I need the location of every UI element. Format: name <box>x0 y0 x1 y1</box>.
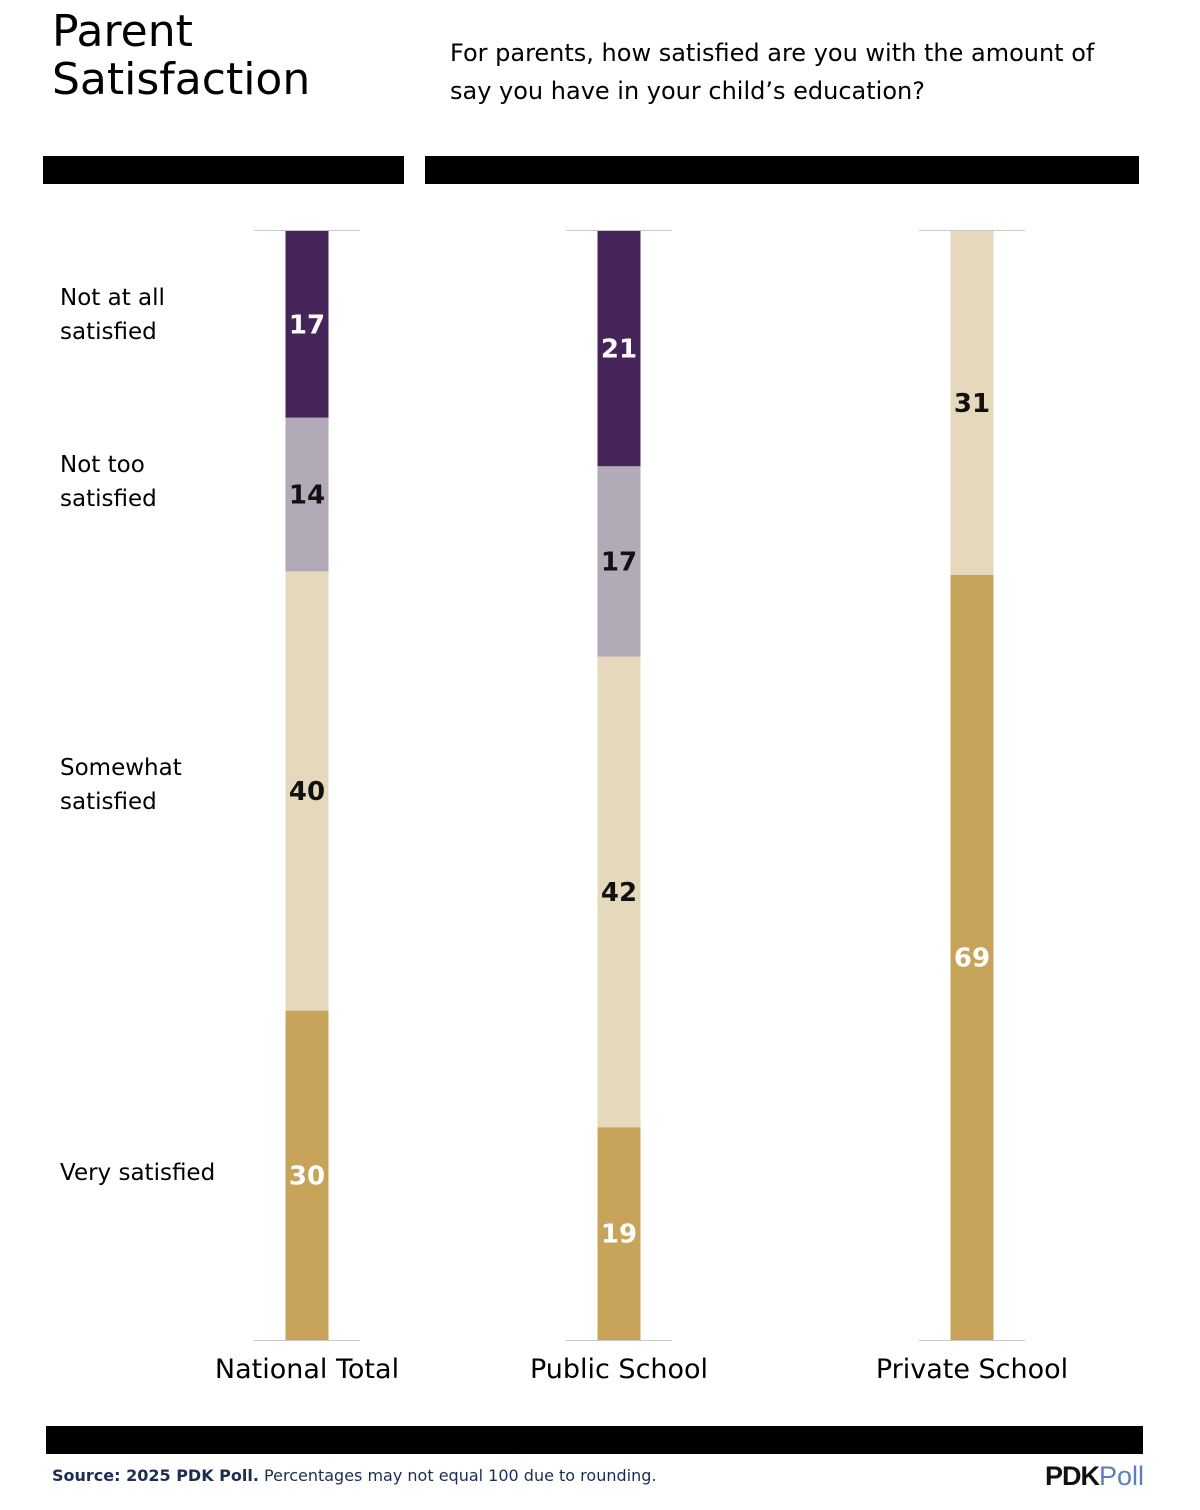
source-label: Source: 2025 PDK Poll. <box>52 1466 259 1485</box>
footer-rule <box>46 1426 1143 1454</box>
data-label-national-total-not-too-satisfied: 14 <box>289 481 325 511</box>
bar-segment-public-school-not-too-satisfied <box>597 466 641 657</box>
data-label-public-school-not-at-all-satisfied: 21 <box>601 335 637 365</box>
logo-poll-text: Poll <box>1098 1461 1144 1491</box>
pdk-poll-logo: PDKPoll <box>1045 1460 1144 1492</box>
legend-label-not-too-satisfied: Not too satisfied <box>60 452 157 512</box>
bar-segment-national-total-not-at-all-satisfied <box>285 231 329 418</box>
chart-title: Parent Satisfaction <box>52 6 311 105</box>
bar-segment-private-school-somewhat-satisfied <box>950 231 994 575</box>
source-note-text: Percentages may not equal 100 due to rou… <box>258 1466 657 1485</box>
data-label-private-school-somewhat-satisfied: 31 <box>954 389 990 419</box>
bar-segment-national-total-very-satisfied <box>285 1010 329 1340</box>
data-label-public-school-very-satisfied: 19 <box>601 1220 637 1250</box>
legend-label-somewhat-satisfied: Somewhat satisfied <box>60 755 182 815</box>
data-label-private-school-very-satisfied: 69 <box>954 943 990 973</box>
data-label-national-total-very-satisfied: 30 <box>289 1161 325 1191</box>
legend-label-not-at-all-satisfied: Not at all satisfied <box>60 285 165 345</box>
legend-label-very-satisfied: Very satisfied <box>60 1160 215 1186</box>
data-label-national-total-not-at-all-satisfied: 17 <box>289 310 325 340</box>
bar-segment-public-school-very-satisfied <box>597 1127 641 1340</box>
data-label-public-school-not-too-satisfied: 17 <box>601 547 637 577</box>
bar-segment-private-school-very-satisfied <box>950 574 994 1340</box>
bar-segment-public-school-not-at-all-satisfied <box>597 231 641 467</box>
source-note: Source: 2025 PDK Poll. Percentages may n… <box>52 1466 656 1485</box>
bar-segment-national-total-somewhat-satisfied <box>285 571 329 1011</box>
stacked-bar-chart: 30 40 14 17 National Total 19 42 17 21 Public Sch… <box>60 230 1068 1385</box>
column-label-public-school: Public School <box>530 1354 708 1385</box>
header-rule-left <box>43 156 404 184</box>
header-rule-right <box>425 156 1139 184</box>
data-label-national-total-somewhat-satisfied: 40 <box>289 777 325 807</box>
column-label-national-total: National Total <box>215 1354 399 1385</box>
chart-question: For parents, how satisfied are you with … <box>450 39 1095 105</box>
column-label-private-school: Private School <box>876 1354 1068 1385</box>
logo-pdk-text: PDK <box>1044 1461 1100 1491</box>
bar-segment-public-school-somewhat-satisfied <box>597 656 641 1128</box>
data-label-public-school-somewhat-satisfied: 42 <box>601 878 637 908</box>
bar-segment-national-total-not-too-satisfied <box>285 417 329 572</box>
